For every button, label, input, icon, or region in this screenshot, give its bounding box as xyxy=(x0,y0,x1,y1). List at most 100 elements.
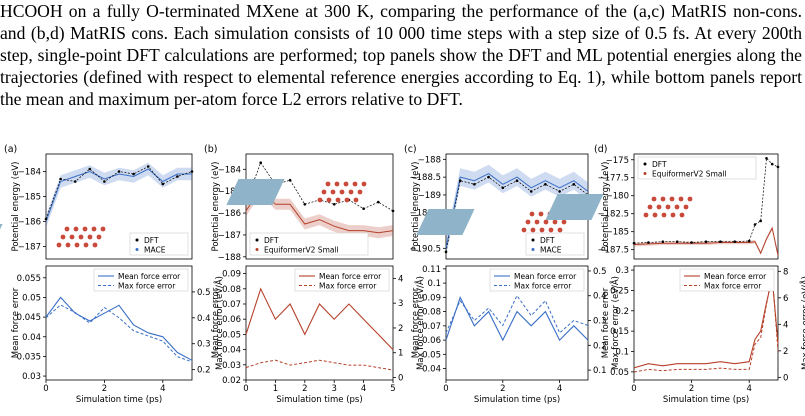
force-right-ytick-label: 0 xyxy=(398,374,403,384)
legend-model-label: MACE xyxy=(540,246,562,255)
force-legend-box xyxy=(679,268,775,292)
oxygen-atom-icon xyxy=(561,219,567,225)
xtick-label: 4 xyxy=(557,384,562,394)
legend-mean-label: Mean force error xyxy=(514,272,577,281)
dft-energy-point xyxy=(88,167,92,171)
force-legend-box xyxy=(294,268,390,292)
oxygen-atom-icon xyxy=(74,242,80,248)
panel-label: (d) xyxy=(594,144,607,155)
legend-max-label: Max force error xyxy=(514,282,572,291)
force-left-ytick-label: 0.25 xyxy=(610,286,629,296)
force-right-ytick-label: 4 xyxy=(783,320,788,330)
dft-energy-point xyxy=(487,175,490,179)
dft-energy-point xyxy=(391,209,395,213)
energy-axes-frame xyxy=(45,153,193,260)
oxygen-atom-icon xyxy=(96,234,102,240)
force-left-ytick-label: 0.05 xyxy=(422,350,441,360)
oxygen-atom-icon xyxy=(321,189,327,195)
xtick-label: 4 xyxy=(746,384,751,394)
force-left-ytick-label: 0.04 xyxy=(222,346,241,356)
caption-text: HCOOH on a fully O-terminated MXene at 3… xyxy=(0,1,802,109)
ml-energy-line xyxy=(45,168,192,222)
dft-energy-point xyxy=(647,241,650,244)
xtick-label: 0 xyxy=(243,384,248,394)
dft-energy-point xyxy=(544,183,547,186)
energy-ytick-label: −184 xyxy=(218,165,241,175)
oxygen-atom-icon xyxy=(538,211,544,217)
dft-energy-point xyxy=(558,190,561,193)
dft-energy-point xyxy=(572,183,576,186)
legend-dft-label: DFT xyxy=(652,160,667,169)
energy-legend-box xyxy=(637,156,757,180)
force-left-ytick-label: 0.03 xyxy=(22,372,41,382)
force-left-ytick-label: 0.07 xyxy=(422,322,441,332)
force-left-ytick-label: 0.09 xyxy=(222,270,241,280)
oxygen-atom-icon xyxy=(678,196,684,202)
oxygen-atom-icon xyxy=(326,197,332,203)
mean-force-line xyxy=(45,296,193,361)
oxygen-atom-icon xyxy=(352,181,358,187)
oxygen-atom-icon xyxy=(656,204,662,210)
mean-force-ylabel: Mean force error xyxy=(211,287,221,358)
dft-energy-point xyxy=(332,203,336,206)
energy-ytick-label: −186 xyxy=(218,209,241,219)
force-legend-box xyxy=(93,268,189,292)
dft-energy-point xyxy=(759,219,762,223)
dft-energy-point xyxy=(259,161,263,164)
legend-model-marker xyxy=(643,172,647,175)
force-left-ytick-label: 0.06 xyxy=(422,336,441,346)
energy-ytick-label: −175 xyxy=(606,156,629,166)
mean-force-ylabel: Mean force error xyxy=(411,287,421,358)
legend-dft-marker xyxy=(255,238,259,242)
energy-ytick-label: −185 xyxy=(218,187,241,197)
oxygen-atom-icon xyxy=(651,196,657,202)
energy-axes-frame xyxy=(633,153,779,260)
dft-energy-point xyxy=(132,172,135,176)
oxygen-atom-icon xyxy=(557,227,563,233)
oxygen-atom-icon xyxy=(669,196,675,202)
xtick-label: 0 xyxy=(631,384,636,394)
oxygen-atom-icon xyxy=(674,204,680,210)
oxygen-atom-icon xyxy=(330,189,336,195)
oxygen-atom-icon xyxy=(670,212,676,218)
force-axes-frame xyxy=(245,265,394,381)
oxygen-atom-icon xyxy=(87,234,93,240)
force-right-ytick-label: 4 xyxy=(398,274,403,284)
xtick-label: 2 xyxy=(500,384,505,394)
legend-max-label: Max force error xyxy=(704,282,762,291)
energy-ytick-label: −184 xyxy=(18,168,41,178)
ml-energy-line xyxy=(445,173,589,249)
dft-energy-point xyxy=(190,170,194,173)
force-right-ytick-label: 3 xyxy=(398,299,403,309)
force-left-ytick-label: 0.2 xyxy=(615,307,629,317)
oxygen-atom-icon xyxy=(353,197,359,203)
dft-energy-point xyxy=(44,217,48,221)
force-right-ytick-label: 0.5 xyxy=(197,288,211,298)
force-right-ytick-label: 0.3 xyxy=(593,317,607,327)
legend-mean-label: Mean force error xyxy=(319,272,382,281)
oxygen-atom-icon xyxy=(334,181,340,187)
energy-ytick-label: −185 xyxy=(606,228,629,238)
energy-ytick-label: −177.5 xyxy=(598,174,629,184)
force-right-ytick-label: 0.4 xyxy=(593,292,607,302)
legend-dft-label: DFT xyxy=(264,236,279,245)
energy-ytick-label: −187 xyxy=(218,231,241,241)
panel-label: (b) xyxy=(204,144,217,155)
legend-mean-label: Mean force error xyxy=(118,272,181,281)
legend-dft-label: DFT xyxy=(540,236,555,245)
force-right-ytick-label: 2 xyxy=(398,324,403,334)
xtick-label: 3 xyxy=(331,384,336,394)
legend-model-label: EquiformerV2 Small xyxy=(264,246,339,255)
force-right-ytick-label: 8 xyxy=(783,267,788,277)
oxygen-atom-icon xyxy=(64,226,70,232)
force-axes-frame xyxy=(45,265,193,381)
dft-energy-point xyxy=(146,165,150,168)
oxygen-atom-icon xyxy=(661,212,667,218)
force-right-ytick-label: 0.1 xyxy=(593,366,607,376)
force-left-ytick-label: 0.06 xyxy=(222,315,241,325)
panel-label: (c) xyxy=(404,144,417,155)
oxygen-atom-icon xyxy=(643,212,649,218)
force-left-ytick-label: 0.11 xyxy=(422,265,441,275)
oxygen-atom-icon xyxy=(534,219,540,225)
energy-legend-box xyxy=(129,232,189,256)
